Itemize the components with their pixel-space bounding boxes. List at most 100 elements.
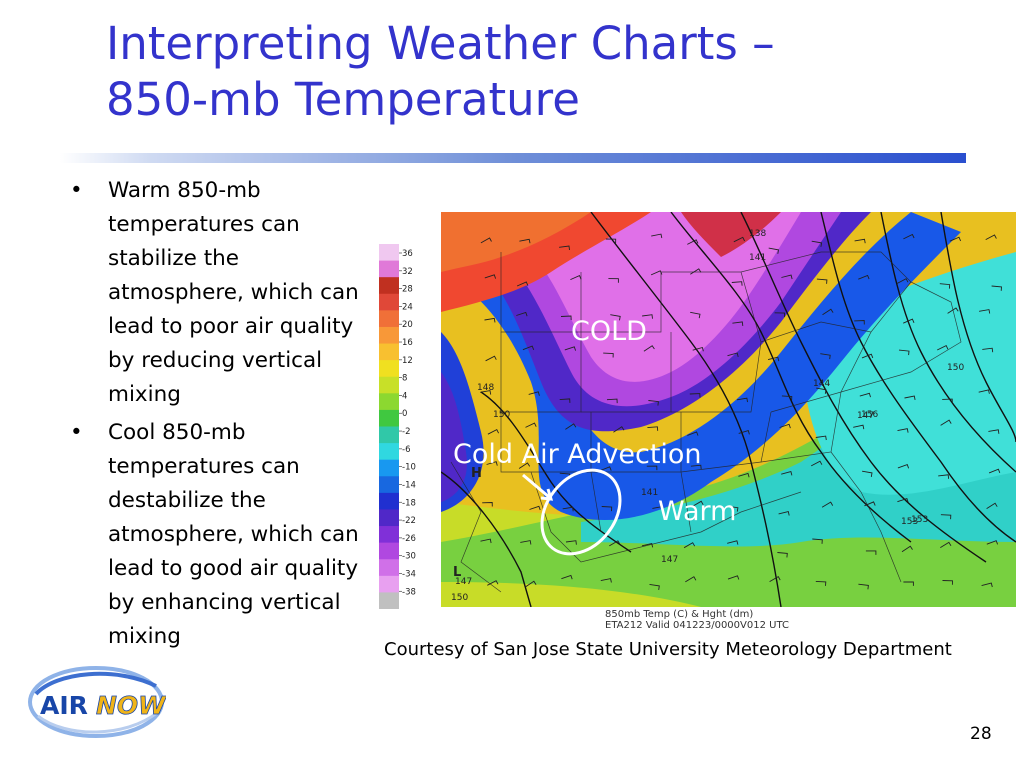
legend-value-label: 36: [402, 249, 413, 259]
wind-barb: [642, 314, 653, 319]
legend-swatch: [379, 393, 399, 411]
map-caption: 850mb Temp (C) & Hght (dm) ETA212 Valid …: [605, 609, 865, 631]
wind-barb: [651, 233, 663, 239]
wind-barb: [565, 540, 577, 545]
wind-barb: [858, 583, 869, 590]
height-label: 147: [455, 577, 472, 587]
height-label: 153: [911, 515, 928, 525]
bullet-dot-icon: •: [70, 178, 83, 203]
wind-barb: [940, 419, 952, 426]
bullet-text-warm: Warm 850-mb temperatures can stabilize t…: [108, 178, 359, 407]
wind-barb: [781, 471, 793, 476]
wind-barb: [897, 464, 910, 469]
wind-barb: [903, 318, 915, 324]
wind-barb: [864, 501, 876, 507]
legend-value-label: -6: [402, 445, 410, 455]
logo-now-text: NOW: [96, 691, 166, 720]
wind-barb: [648, 400, 659, 406]
wind-barb: [947, 307, 959, 314]
legend-swatch: [379, 376, 399, 394]
legend-value-label: -38: [402, 587, 416, 597]
wind-barb: [516, 281, 529, 287]
wind-barb: [812, 538, 823, 544]
bullet-text-cool: Cool 850-mb temperatures can destabilize…: [108, 420, 359, 649]
slide-title-line-2: 850-mb Temperature: [106, 73, 580, 126]
slide-title: Interpreting Weather Charts – 850-mb Tem…: [106, 16, 775, 128]
wind-barb: [683, 542, 696, 549]
legend-value-label: -30: [402, 552, 416, 562]
bullet-item-cool: • Cool 850-mb temperatures can destabili…: [70, 416, 375, 654]
legend-value-label: -22: [402, 516, 416, 526]
height-label: 141: [641, 488, 658, 498]
wind-barb: [820, 353, 831, 360]
wind-barb: [727, 575, 740, 580]
legend-swatch: [379, 293, 399, 311]
legend-swatch: [379, 244, 399, 262]
legend-value-label: -2: [402, 427, 410, 437]
cold-air-advection-label: Cold Air Advection: [453, 439, 702, 470]
legend-value-label: 0: [402, 409, 407, 419]
wind-barb: [940, 541, 952, 548]
wind-barb: [562, 506, 574, 512]
wind-barb: [854, 320, 865, 325]
wind-barb: [978, 389, 990, 394]
wind-barb: [861, 353, 874, 359]
legend-swatch: [379, 509, 399, 527]
legend-value-label: -34: [402, 569, 416, 579]
title-underline-bar: [60, 153, 966, 163]
wind-barb: [687, 431, 699, 436]
wind-barb: [608, 278, 619, 283]
wind-barb: [487, 580, 499, 586]
wind-barb: [561, 574, 573, 580]
temperature-color-legend: 36 32 28 24 20 16 12 8 4 0 -2 -6 -10 -14 -18 -22 -26 -30 -…: [379, 244, 416, 609]
wind-barb: [897, 498, 909, 503]
legend-swatch: [379, 443, 399, 461]
wind-barb: [570, 275, 582, 281]
wind-barb: [985, 234, 997, 240]
high-pressure-symbol: H: [471, 466, 482, 481]
wind-barb: [609, 540, 621, 547]
wind-barb: [727, 352, 739, 358]
wind-barb: [559, 398, 571, 403]
advection-ellipse: [540, 468, 622, 556]
wind-barb: [938, 474, 950, 479]
wind-barb: [606, 398, 618, 404]
legend-swatch: [379, 426, 399, 444]
wind-barb: [897, 278, 909, 284]
wind-barb: [982, 347, 994, 353]
wind-barb: [690, 311, 701, 319]
image-courtesy-note: Courtesy of San Jose State University Me…: [384, 639, 952, 660]
slide-title-line-1: Interpreting Weather Charts –: [106, 17, 775, 70]
wind-barb: [736, 397, 748, 403]
low-pressure-symbol: L: [453, 565, 461, 580]
wind-barb: [480, 390, 492, 395]
legend-swatch: [379, 409, 399, 427]
wind-barb: [647, 426, 659, 431]
wind-barb: [485, 355, 497, 362]
wind-barb: [815, 435, 827, 441]
legend-value-label: 32: [402, 267, 413, 277]
wind-barb: [480, 538, 492, 544]
wind-barb: [525, 580, 537, 588]
wind-barb: [979, 309, 991, 314]
wind-barb: [769, 575, 781, 582]
wind-barb: [687, 239, 699, 245]
wind-barb: [692, 500, 704, 507]
wind-barb: [484, 274, 497, 279]
legend-value-label: -18: [402, 498, 416, 508]
wind-barb: [603, 352, 614, 358]
height-label: 153: [901, 517, 918, 527]
legend-swatch: [379, 277, 399, 295]
height-label: 156: [861, 410, 878, 420]
legend-value-label: -14: [402, 480, 416, 490]
wind-barb: [516, 311, 528, 317]
wind-barb: [816, 387, 827, 394]
legend-value-label: 12: [402, 356, 413, 366]
legend-swatch: [379, 459, 399, 477]
wind-barb: [853, 424, 865, 430]
wind-barb: [940, 514, 952, 520]
wind-barb: [991, 285, 1002, 291]
wind-barb: [690, 464, 702, 470]
height-label: 150: [947, 363, 964, 373]
wind-barb: [822, 308, 834, 316]
